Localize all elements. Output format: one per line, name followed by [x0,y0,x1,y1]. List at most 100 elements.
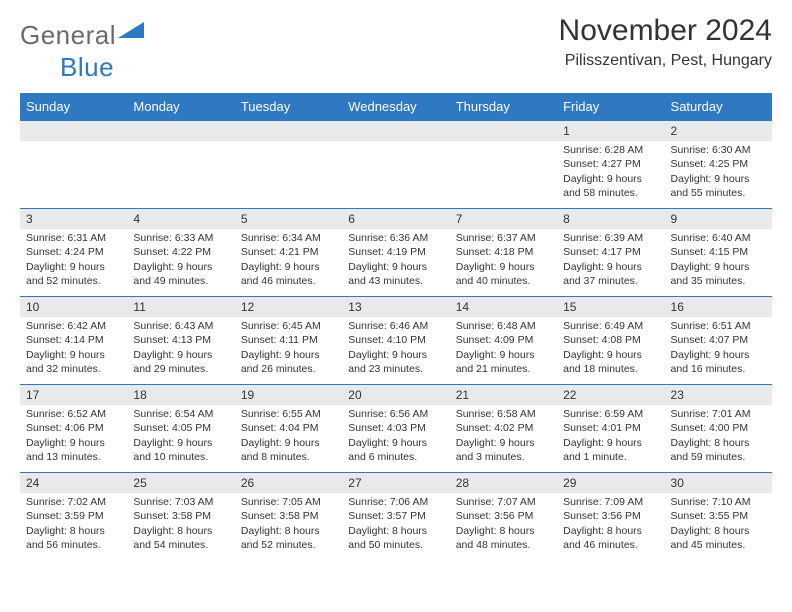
daylight-text: Daylight: 8 hours and 59 minutes. [671,436,766,464]
sunset-text: Sunset: 4:25 PM [671,157,766,171]
daylight-text: Daylight: 9 hours and 10 minutes. [133,436,228,464]
sunrise-text: Sunrise: 6:51 AM [671,319,766,333]
day-number [20,120,127,141]
daylight-text: Daylight: 8 hours and 46 minutes. [563,524,658,552]
calendar-cell: 12Sunrise: 6:45 AMSunset: 4:11 PMDayligh… [235,296,342,384]
daylight-text: Daylight: 9 hours and 43 minutes. [348,260,443,288]
sunset-text: Sunset: 4:22 PM [133,245,228,259]
day-number [127,120,234,141]
calendar-cell [450,120,557,208]
logo-text-general: General [20,20,116,51]
weekday-header: Saturday [665,93,772,120]
sunset-text: Sunset: 4:10 PM [348,333,443,347]
sunrise-text: Sunrise: 6:43 AM [133,319,228,333]
day-number: 23 [665,384,772,405]
day-body: Sunrise: 6:40 AMSunset: 4:15 PMDaylight:… [665,229,772,292]
day-body: Sunrise: 7:09 AMSunset: 3:56 PMDaylight:… [557,493,664,556]
calendar-cell: 3Sunrise: 6:31 AMSunset: 4:24 PMDaylight… [20,208,127,296]
sunrise-text: Sunrise: 6:54 AM [133,407,228,421]
day-body: Sunrise: 6:33 AMSunset: 4:22 PMDaylight:… [127,229,234,292]
sunrise-text: Sunrise: 6:58 AM [456,407,551,421]
sunrise-text: Sunrise: 7:03 AM [133,495,228,509]
sunrise-text: Sunrise: 6:52 AM [26,407,121,421]
calendar-row: 3Sunrise: 6:31 AMSunset: 4:24 PMDaylight… [20,208,772,296]
day-number: 22 [557,384,664,405]
sunrise-text: Sunrise: 6:42 AM [26,319,121,333]
day-body: Sunrise: 6:58 AMSunset: 4:02 PMDaylight:… [450,405,557,468]
sunrise-text: Sunrise: 7:09 AM [563,495,658,509]
calendar-cell: 5Sunrise: 6:34 AMSunset: 4:21 PMDaylight… [235,208,342,296]
daylight-text: Daylight: 9 hours and 13 minutes. [26,436,121,464]
calendar-cell: 16Sunrise: 6:51 AMSunset: 4:07 PMDayligh… [665,296,772,384]
sunset-text: Sunset: 4:03 PM [348,421,443,435]
calendar-body: 1Sunrise: 6:28 AMSunset: 4:27 PMDaylight… [20,120,772,560]
sunset-text: Sunset: 4:14 PM [26,333,121,347]
day-number: 1 [557,120,664,141]
day-body: Sunrise: 7:02 AMSunset: 3:59 PMDaylight:… [20,493,127,556]
calendar-cell: 17Sunrise: 6:52 AMSunset: 4:06 PMDayligh… [20,384,127,472]
daylight-text: Daylight: 8 hours and 45 minutes. [671,524,766,552]
calendar-cell: 1Sunrise: 6:28 AMSunset: 4:27 PMDaylight… [557,120,664,208]
daylight-text: Daylight: 9 hours and 55 minutes. [671,172,766,200]
daylight-text: Daylight: 9 hours and 37 minutes. [563,260,658,288]
day-body: Sunrise: 6:49 AMSunset: 4:08 PMDaylight:… [557,317,664,380]
day-number: 30 [665,472,772,493]
weekday-header: Friday [557,93,664,120]
logo: General [20,18,144,53]
sunrise-text: Sunrise: 6:49 AM [563,319,658,333]
day-body: Sunrise: 7:06 AMSunset: 3:57 PMDaylight:… [342,493,449,556]
calendar-cell: 22Sunrise: 6:59 AMSunset: 4:01 PMDayligh… [557,384,664,472]
day-body: Sunrise: 6:28 AMSunset: 4:27 PMDaylight:… [557,141,664,204]
calendar-cell: 13Sunrise: 6:46 AMSunset: 4:10 PMDayligh… [342,296,449,384]
weekday-header-row: Sunday Monday Tuesday Wednesday Thursday… [20,93,772,120]
daylight-text: Daylight: 9 hours and 6 minutes. [348,436,443,464]
calendar-cell [342,120,449,208]
sunrise-text: Sunrise: 6:55 AM [241,407,336,421]
calendar-table: Sunday Monday Tuesday Wednesday Thursday… [20,93,772,560]
sunset-text: Sunset: 4:13 PM [133,333,228,347]
day-body: Sunrise: 6:42 AMSunset: 4:14 PMDaylight:… [20,317,127,380]
sunset-text: Sunset: 4:04 PM [241,421,336,435]
weekday-header: Tuesday [235,93,342,120]
daylight-text: Daylight: 8 hours and 48 minutes. [456,524,551,552]
day-number: 25 [127,472,234,493]
daylight-text: Daylight: 9 hours and 18 minutes. [563,348,658,376]
sunrise-text: Sunrise: 7:10 AM [671,495,766,509]
calendar-cell: 27Sunrise: 7:06 AMSunset: 3:57 PMDayligh… [342,472,449,560]
daylight-text: Daylight: 9 hours and 21 minutes. [456,348,551,376]
day-body: Sunrise: 6:43 AMSunset: 4:13 PMDaylight:… [127,317,234,380]
day-number: 12 [235,296,342,317]
calendar-cell: 26Sunrise: 7:05 AMSunset: 3:58 PMDayligh… [235,472,342,560]
sunset-text: Sunset: 4:02 PM [456,421,551,435]
daylight-text: Daylight: 8 hours and 56 minutes. [26,524,121,552]
calendar-cell: 25Sunrise: 7:03 AMSunset: 3:58 PMDayligh… [127,472,234,560]
sunrise-text: Sunrise: 6:36 AM [348,231,443,245]
sunrise-text: Sunrise: 6:46 AM [348,319,443,333]
logo-triangle-icon [118,18,144,43]
day-number: 4 [127,208,234,229]
day-number [235,120,342,141]
calendar-row: 17Sunrise: 6:52 AMSunset: 4:06 PMDayligh… [20,384,772,472]
day-number [342,120,449,141]
sunset-text: Sunset: 4:05 PM [133,421,228,435]
day-body: Sunrise: 6:34 AMSunset: 4:21 PMDaylight:… [235,229,342,292]
sunrise-text: Sunrise: 7:07 AM [456,495,551,509]
day-number: 2 [665,120,772,141]
sunrise-text: Sunrise: 7:06 AM [348,495,443,509]
calendar-cell: 19Sunrise: 6:55 AMSunset: 4:04 PMDayligh… [235,384,342,472]
day-body: Sunrise: 7:03 AMSunset: 3:58 PMDaylight:… [127,493,234,556]
day-body: Sunrise: 7:05 AMSunset: 3:58 PMDaylight:… [235,493,342,556]
weekday-header: Wednesday [342,93,449,120]
sunset-text: Sunset: 4:11 PM [241,333,336,347]
calendar-cell: 18Sunrise: 6:54 AMSunset: 4:05 PMDayligh… [127,384,234,472]
day-number: 6 [342,208,449,229]
daylight-text: Daylight: 9 hours and 23 minutes. [348,348,443,376]
calendar-cell: 9Sunrise: 6:40 AMSunset: 4:15 PMDaylight… [665,208,772,296]
sunset-text: Sunset: 4:18 PM [456,245,551,259]
calendar-cell: 11Sunrise: 6:43 AMSunset: 4:13 PMDayligh… [127,296,234,384]
day-number [450,120,557,141]
calendar-row: 24Sunrise: 7:02 AMSunset: 3:59 PMDayligh… [20,472,772,560]
daylight-text: Daylight: 9 hours and 16 minutes. [671,348,766,376]
calendar-cell: 20Sunrise: 6:56 AMSunset: 4:03 PMDayligh… [342,384,449,472]
sunrise-text: Sunrise: 6:56 AM [348,407,443,421]
